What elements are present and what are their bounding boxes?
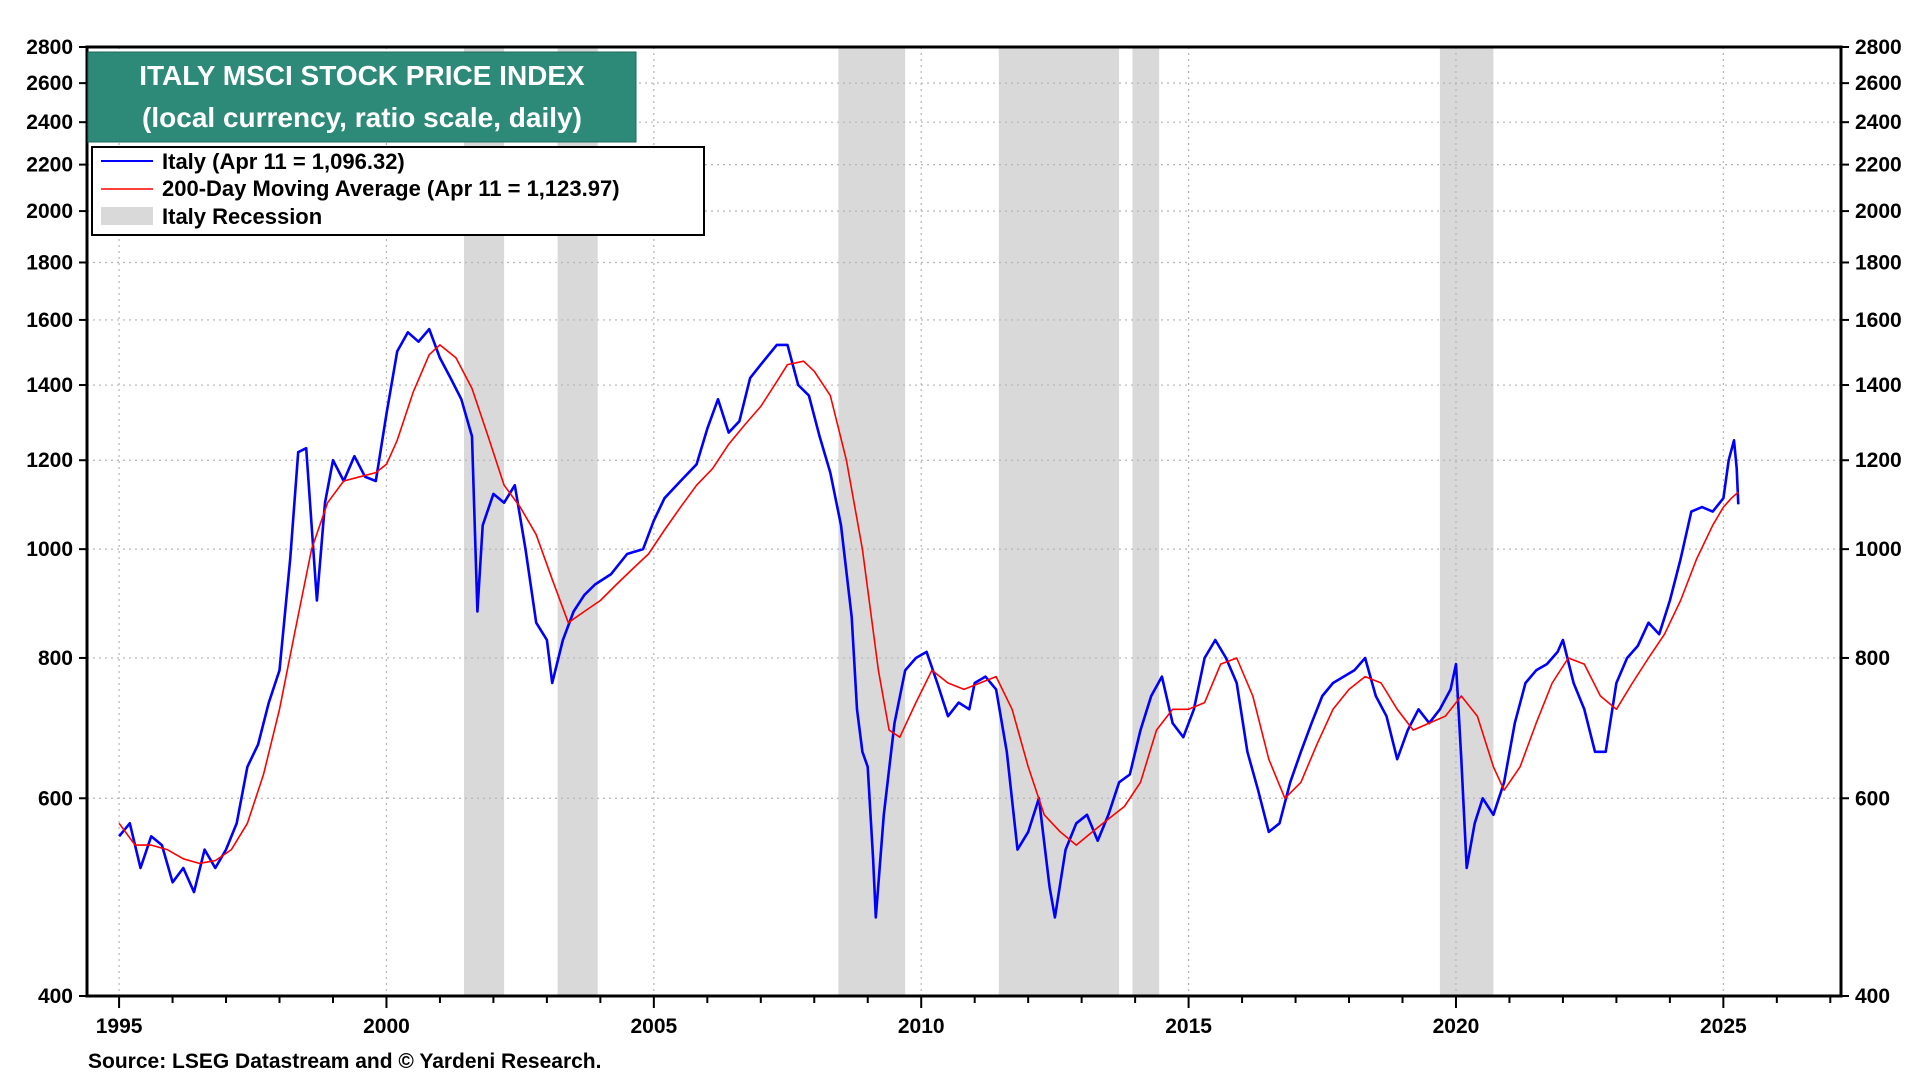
ytick-label-left-2600: 2600 xyxy=(26,72,73,95)
series-line-italy xyxy=(118,327,1740,919)
ytick-label-right-2800: 2800 xyxy=(1855,36,1902,59)
xtick-label-2000: 2000 xyxy=(363,1015,410,1038)
legend: Italy (Apr 11 = 1,096.32) 200-Day Moving… xyxy=(91,146,705,236)
legend-box xyxy=(91,146,705,236)
ytick-label-left-600: 600 xyxy=(38,787,73,810)
ytick-label-left-2800: 2800 xyxy=(26,36,73,59)
ytick-label-left-2400: 2400 xyxy=(26,111,73,134)
ytick-label-left-1200: 1200 xyxy=(26,449,73,472)
recession-band-4 xyxy=(1132,47,1160,996)
ytick-label-right-600: 600 xyxy=(1855,787,1890,810)
tick-marks xyxy=(79,46,1849,1008)
grid-lines xyxy=(87,47,1841,996)
ytick-label-left-1800: 1800 xyxy=(26,251,73,274)
xtick-label-2010: 2010 xyxy=(898,1015,945,1038)
legend-label-italy: Italy (Apr 11 = 1,096.32) xyxy=(162,149,405,174)
title-box: ITALY MSCI STOCK PRICE INDEX (local curr… xyxy=(87,51,637,143)
ytick-label-left-1400: 1400 xyxy=(26,374,73,397)
ytick-label-left-1000: 1000 xyxy=(26,538,73,561)
ytick-label-left-2200: 2200 xyxy=(26,154,73,177)
ytick-label-right-1200: 1200 xyxy=(1855,449,1902,472)
legend-label-recession: Italy Recession xyxy=(162,204,322,229)
ytick-label-right-2600: 2600 xyxy=(1855,72,1902,95)
series-line-moving-average xyxy=(118,344,1739,865)
ytick-label-left-800: 800 xyxy=(38,647,73,670)
source-note: Source: LSEG Datastream and © Yardeni Re… xyxy=(88,1050,601,1073)
ytick-label-right-2400: 2400 xyxy=(1855,111,1902,134)
y-axis-right-labels: 400 600 800 1000 1200 1400 1600 1800 2000 2200 240… xyxy=(1855,36,1902,1008)
xtick-label-2025: 2025 xyxy=(1700,1015,1747,1038)
ytick-label-left-2000: 2000 xyxy=(26,200,73,223)
ytick-label-right-1800: 1800 xyxy=(1855,251,1902,274)
series-lines xyxy=(118,327,1740,919)
title-background xyxy=(87,51,637,143)
plot-frame xyxy=(85,45,1843,998)
legend-label-moving-average: 200-Day Moving Average (Apr 11 = 1,123.9… xyxy=(162,176,620,201)
ytick-label-left-1600: 1600 xyxy=(26,309,73,332)
ytick-label-right-2200: 2200 xyxy=(1855,154,1902,177)
xtick-label-2015: 2015 xyxy=(1165,1015,1212,1038)
y-axis-left-labels: 400 600 800 1000 1200 1400 1600 1800 2000 2200 240… xyxy=(26,36,73,1008)
xtick-label-2005: 2005 xyxy=(630,1015,677,1038)
ytick-label-right-400: 400 xyxy=(1855,985,1890,1008)
ytick-label-right-2000: 2000 xyxy=(1855,200,1902,223)
chart-subtitle: (local currency, ratio scale, daily) xyxy=(142,102,582,133)
xtick-label-2020: 2020 xyxy=(1433,1015,1480,1038)
ytick-label-right-800: 800 xyxy=(1855,647,1890,670)
ytick-label-left-400: 400 xyxy=(38,985,73,1008)
legend-swatch-recession xyxy=(101,207,153,225)
recession-band-3 xyxy=(998,47,1120,996)
ytick-label-right-1000: 1000 xyxy=(1855,538,1902,561)
recession-band-5 xyxy=(1439,47,1494,996)
xtick-label-1995: 1995 xyxy=(96,1015,143,1038)
ytick-label-right-1400: 1400 xyxy=(1855,374,1902,397)
ytick-label-right-1600: 1600 xyxy=(1855,309,1902,332)
x-axis-labels: 1995 2000 2005 2010 2015 2020 2025 xyxy=(96,1015,1747,1038)
chart-title: ITALY MSCI STOCK PRICE INDEX xyxy=(139,60,585,91)
